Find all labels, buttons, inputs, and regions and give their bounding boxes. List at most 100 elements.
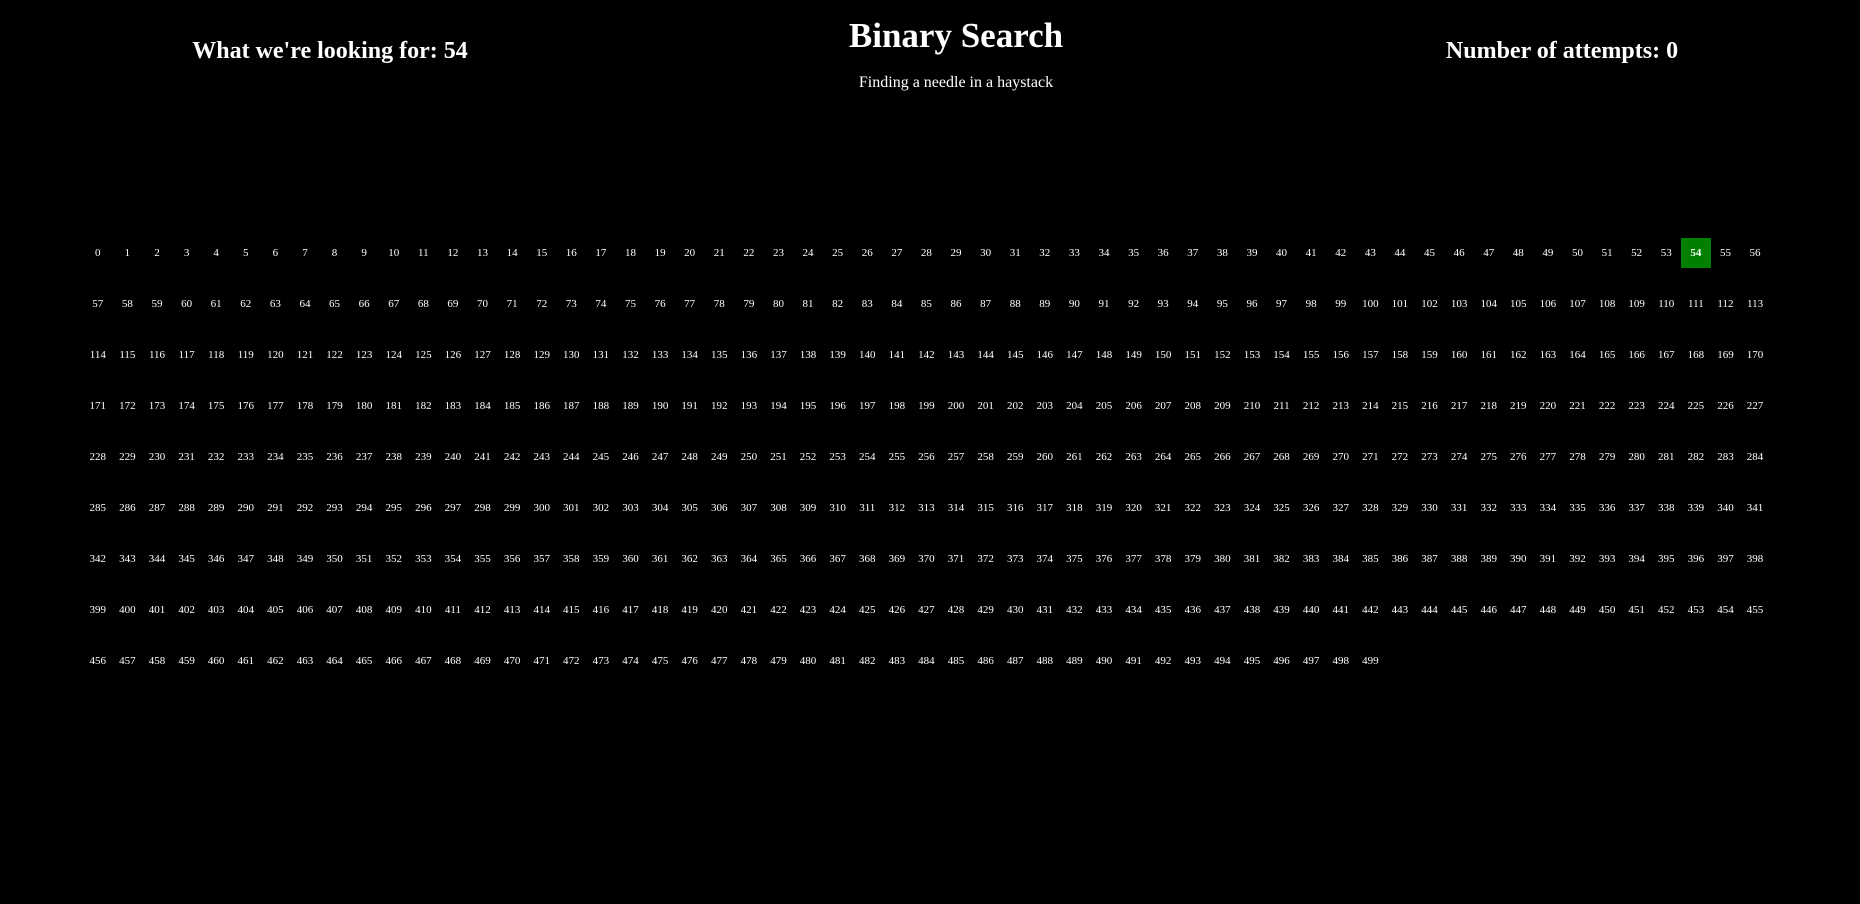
- number-cell[interactable]: 187: [563, 400, 580, 412]
- number-cell[interactable]: 340: [1717, 502, 1734, 514]
- number-cell[interactable]: 231: [178, 451, 195, 463]
- number-cell[interactable]: 251: [770, 451, 787, 463]
- number-cell[interactable]: 247: [651, 451, 669, 463]
- number-cell[interactable]: 334: [1539, 502, 1557, 514]
- number-cell[interactable]: 87: [980, 298, 992, 310]
- number-cell[interactable]: 336: [1598, 502, 1616, 514]
- number-cell[interactable]: 481: [829, 655, 846, 667]
- number-cell[interactable]: 298: [474, 502, 491, 514]
- number-cell[interactable]: 71: [506, 298, 518, 310]
- number-cell[interactable]: 375: [1066, 553, 1083, 565]
- number-cell[interactable]: 13: [477, 247, 489, 259]
- number-cell[interactable]: 254: [858, 451, 876, 463]
- number-cell[interactable]: 206: [1125, 400, 1142, 412]
- number-cell[interactable]: 402: [178, 604, 195, 616]
- number-cell[interactable]: 201: [977, 400, 994, 412]
- number-cell[interactable]: 97: [1276, 298, 1288, 310]
- number-cell[interactable]: 233: [237, 451, 255, 463]
- number-cell[interactable]: 135: [711, 349, 728, 361]
- number-cell[interactable]: 260: [1036, 451, 1054, 463]
- number-cell[interactable]: 205: [1095, 400, 1113, 412]
- number-cell[interactable]: 30: [980, 247, 992, 259]
- number-cell[interactable]: 64: [299, 298, 311, 310]
- number-cell[interactable]: 441: [1332, 604, 1349, 616]
- number-cell[interactable]: 203: [1036, 400, 1054, 412]
- number-cell[interactable]: 421: [740, 604, 758, 616]
- number-cell[interactable]: 32: [1039, 247, 1051, 259]
- number-cell[interactable]: 140: [858, 349, 876, 361]
- number-cell[interactable]: 73: [565, 298, 577, 310]
- number-cell[interactable]: 19: [654, 247, 666, 259]
- number-cell[interactable]: 17: [595, 247, 607, 259]
- number-cell[interactable]: 65: [329, 298, 341, 310]
- number-cell[interactable]: 490: [1095, 655, 1113, 667]
- number-cell[interactable]: 115: [119, 349, 136, 361]
- number-cell[interactable]: 137: [770, 349, 787, 361]
- number-cell[interactable]: 179: [326, 400, 343, 412]
- number-cell[interactable]: 324: [1243, 502, 1261, 514]
- number-cell[interactable]: 142: [918, 349, 935, 361]
- number-cell[interactable]: 450: [1598, 604, 1616, 616]
- number-cell[interactable]: 268: [1273, 451, 1290, 463]
- number-cell[interactable]: 5: [243, 247, 249, 259]
- number-cell[interactable]: 215: [1391, 400, 1409, 412]
- number-cell[interactable]: 479: [770, 655, 787, 667]
- number-cell[interactable]: 133: [651, 349, 669, 361]
- number-cell[interactable]: 242: [503, 451, 521, 463]
- number-cell[interactable]: 60: [181, 298, 193, 310]
- number-cell[interactable]: 347: [237, 553, 255, 565]
- number-cell[interactable]: 218: [1480, 400, 1497, 412]
- number-cell[interactable]: 22: [743, 247, 755, 259]
- number-cell[interactable]: 333: [1510, 502, 1527, 514]
- number-cell[interactable]: 198: [888, 400, 906, 412]
- number-cell[interactable]: 287: [148, 502, 166, 514]
- number-cell[interactable]: 227: [1746, 400, 1764, 412]
- number-cell[interactable]: 158: [1391, 349, 1409, 361]
- number-cell[interactable]: 366: [799, 553, 817, 565]
- number-cell[interactable]: 92: [1128, 298, 1140, 310]
- number-cell[interactable]: 263: [1125, 451, 1142, 463]
- number-cell[interactable]: 411: [444, 604, 461, 616]
- number-cell[interactable]: 270: [1332, 451, 1349, 463]
- number-cell[interactable]: 46: [1453, 247, 1465, 259]
- number-cell[interactable]: 471: [533, 655, 550, 667]
- number-cell[interactable]: 210: [1243, 400, 1261, 412]
- number-cell[interactable]: 485: [947, 655, 965, 667]
- number-cell[interactable]: 85: [920, 298, 932, 310]
- number-cell[interactable]: 101: [1391, 298, 1409, 310]
- number-cell[interactable]: 350: [326, 553, 343, 565]
- number-cell[interactable]: 175: [207, 400, 225, 412]
- number-cell[interactable]: 356: [503, 553, 521, 565]
- number-cell[interactable]: 399: [89, 604, 107, 616]
- number-cell[interactable]: 344: [148, 553, 166, 565]
- number-cell[interactable]: 295: [385, 502, 402, 514]
- number-cell[interactable]: 382: [1273, 553, 1290, 565]
- number-cell[interactable]: 35: [1128, 247, 1140, 259]
- number-cell[interactable]: 422: [770, 604, 787, 616]
- number-cell[interactable]: 76: [654, 298, 666, 310]
- number-cell[interactable]: 144: [977, 349, 994, 361]
- number-cell[interactable]: 102: [1421, 298, 1438, 310]
- number-cell[interactable]: 42: [1335, 247, 1347, 259]
- number-cell[interactable]: 339: [1687, 502, 1705, 514]
- number-cell[interactable]: 281: [1658, 451, 1675, 463]
- number-cell[interactable]: 432: [1066, 604, 1083, 616]
- number-cell[interactable]: 14: [506, 247, 518, 259]
- number-cell[interactable]: 36: [1157, 247, 1169, 259]
- number-cell[interactable]: 214: [1362, 400, 1379, 412]
- number-cell[interactable]: 364: [740, 553, 758, 565]
- number-cell[interactable]: 123: [355, 349, 373, 361]
- number-cell[interactable]: 177: [267, 400, 284, 412]
- number-cell[interactable]: 151: [1184, 349, 1202, 361]
- number-cell[interactable]: 309: [799, 502, 817, 514]
- number-cell[interactable]: 230: [148, 451, 166, 463]
- number-cell[interactable]: 271: [1362, 451, 1379, 463]
- number-cell[interactable]: 234: [267, 451, 284, 463]
- number-cell[interactable]: 80: [772, 298, 784, 310]
- number-cell[interactable]: 55: [1719, 247, 1731, 259]
- number-cell[interactable]: 160: [1450, 349, 1468, 361]
- number-cell[interactable]: 380: [1214, 553, 1231, 565]
- number-cell[interactable]: 293: [326, 502, 343, 514]
- number-cell[interactable]: 437: [1214, 604, 1231, 616]
- number-cell[interactable]: 361: [651, 553, 669, 565]
